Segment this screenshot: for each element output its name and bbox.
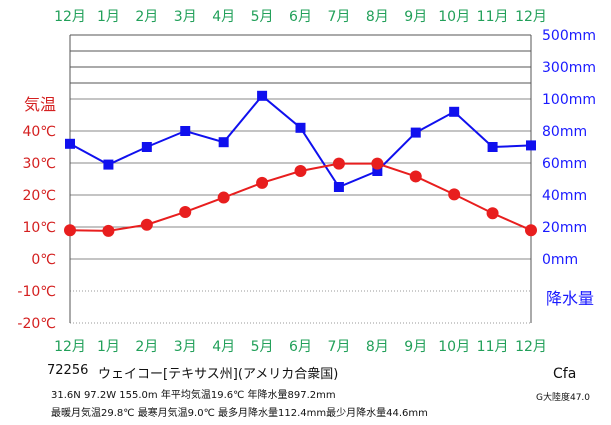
- coldest-month: 最寒月気温9.0℃: [137, 408, 215, 419]
- temperature-point: [140, 218, 153, 231]
- precipitation-point: [333, 182, 344, 192]
- month-label-bottom: 7月: [327, 339, 350, 355]
- temperature-point: [409, 170, 422, 183]
- month-label-bottom: 3月: [174, 339, 197, 355]
- temperature-tick-label: 10℃: [22, 220, 56, 236]
- temperature-point: [102, 224, 115, 237]
- temperature-point: [525, 224, 537, 237]
- month-label-top: 5月: [251, 9, 274, 25]
- temperature-point: [294, 165, 307, 177]
- precipitation-point: [218, 137, 229, 148]
- climate-class: Cfa: [553, 366, 577, 382]
- month-label-top: 2月: [135, 9, 158, 25]
- temperature-tick-label: 30℃: [22, 156, 56, 172]
- temperature-series: [64, 157, 537, 237]
- precipitation-tick-label: 300mm: [542, 60, 596, 76]
- precipitation-point: [257, 90, 268, 101]
- month-label-top: 7月: [327, 9, 350, 25]
- temperature-tick-label: -10℃: [17, 284, 56, 300]
- precipitation-point: [295, 122, 306, 133]
- month-label-top: 11月: [477, 9, 509, 25]
- precipitation-tick-label: 20mm: [542, 220, 587, 236]
- month-label-bottom: 8月: [366, 339, 389, 355]
- precipitation-point: [449, 106, 460, 117]
- temperature-point: [256, 176, 269, 189]
- month-label-bottom: 5月: [251, 339, 274, 355]
- month-label-top: 12月: [515, 9, 547, 25]
- month-label-top: 1月: [97, 9, 120, 25]
- temperature-tick-label: 0℃: [31, 252, 56, 268]
- month-label-bottom: 6月: [289, 339, 312, 355]
- month-label-bottom: 9月: [404, 339, 427, 355]
- station-coords: 31.6N 97.2W 155.0m 年平均気温19.6℃ 年降水量897.2m…: [51, 386, 336, 401]
- elevation: 155.0m: [119, 390, 158, 401]
- warmest-month: 最暖月気温29.8℃: [51, 408, 135, 419]
- precipitation-tick-label: 500mm: [542, 28, 596, 44]
- month-label-bottom: 12月: [515, 339, 547, 355]
- station-id: 72256: [47, 363, 89, 378]
- month-label-bottom: 1月: [97, 339, 120, 355]
- station-name: ウェイコー[テキサス州](アメリカ合衆国): [98, 367, 339, 382]
- temperature-tick-label: -20℃: [17, 316, 56, 332]
- precipitation-point: [180, 126, 191, 136]
- precipitation-series: [65, 90, 536, 192]
- precipitation-point: [65, 138, 75, 149]
- mean-temperature: 年平均気温19.6℃: [160, 390, 245, 401]
- longitude: 97.2W: [83, 390, 117, 401]
- month-label-top: 9月: [404, 9, 427, 25]
- continentality: G大陸度47.0: [536, 393, 591, 403]
- month-label-top: 4月: [212, 9, 235, 25]
- precipitation-tick-label: 40mm: [542, 188, 587, 204]
- temperature-point: [332, 157, 345, 170]
- month-label-top: 12月: [54, 9, 86, 25]
- latitude: 31.6N: [51, 390, 81, 401]
- precipitation-tick-label: 0mm: [542, 252, 578, 268]
- label-layer: 気温 降水量 12月 12月 1月 1月 2月 2月 3月 3月 4月 4月 5月 5月 6月 6月 7月 7…: [17, 9, 596, 355]
- temperature-tick-label: 20℃: [22, 188, 56, 204]
- precipitation-axis-title: 降水量: [546, 289, 594, 308]
- month-label-bottom: 10月: [438, 339, 470, 355]
- wettest-month: 最多月降水量112.4mm: [218, 408, 327, 419]
- precipitation-tick-label: 60mm: [542, 156, 587, 172]
- month-label-top: 8月: [366, 9, 389, 25]
- temperature-point: [179, 205, 192, 218]
- precipitation-point: [372, 166, 383, 176]
- driest-month: 最少月降水量44.6mm: [326, 408, 428, 419]
- axis-layer: [69, 35, 532, 323]
- precipitation-point: [526, 140, 536, 151]
- month-label-bottom: 4月: [212, 339, 235, 355]
- precipitation-tick-label: 80mm: [542, 124, 587, 140]
- precipitation-point: [410, 127, 421, 138]
- annual-precipitation: 年降水量897.2mm: [247, 390, 336, 401]
- precipitation-point: [487, 142, 498, 152]
- precipitation-tick-label: 100mm: [542, 92, 596, 108]
- temperature-axis-title: 気温: [24, 95, 56, 114]
- temperature-tick-label: 40℃: [22, 124, 56, 140]
- month-label-top: 3月: [174, 9, 197, 25]
- month-label-bottom: 2月: [135, 339, 158, 355]
- temperature-point: [448, 188, 461, 201]
- month-label-top: 10月: [438, 9, 470, 25]
- station-extremes: 最暖月気温29.8℃ 最寒月気温9.0℃ 最多月降水量112.4mm最少月降水量…: [51, 404, 428, 419]
- temperature-point: [217, 191, 230, 204]
- month-label-bottom: 12月: [54, 339, 86, 355]
- temperature-point: [371, 157, 384, 170]
- month-label-bottom: 11月: [477, 339, 509, 355]
- temperature-point: [64, 224, 76, 237]
- month-label-top: 6月: [289, 9, 312, 25]
- temperature-point: [486, 207, 499, 220]
- precipitation-point: [141, 142, 152, 152]
- precipitation-point: [103, 159, 114, 170]
